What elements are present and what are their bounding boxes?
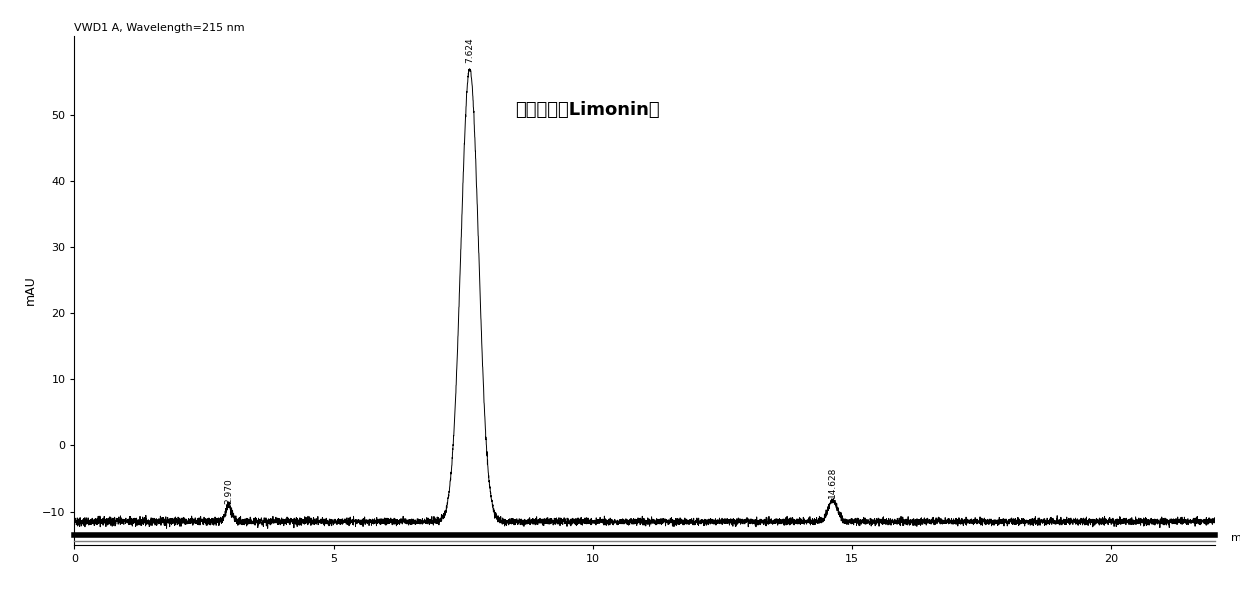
Text: VWD1 A, Wavelength=215 nm: VWD1 A, Wavelength=215 nm — [74, 23, 246, 33]
Text: min: min — [1231, 533, 1240, 543]
Text: 14.628: 14.628 — [828, 467, 837, 498]
Text: 柠檬苦素（Limonin）: 柠檬苦素（Limonin） — [515, 101, 660, 119]
Text: 2.970: 2.970 — [224, 478, 233, 504]
Y-axis label: mAU: mAU — [24, 275, 36, 305]
Text: 7.624: 7.624 — [465, 38, 474, 63]
